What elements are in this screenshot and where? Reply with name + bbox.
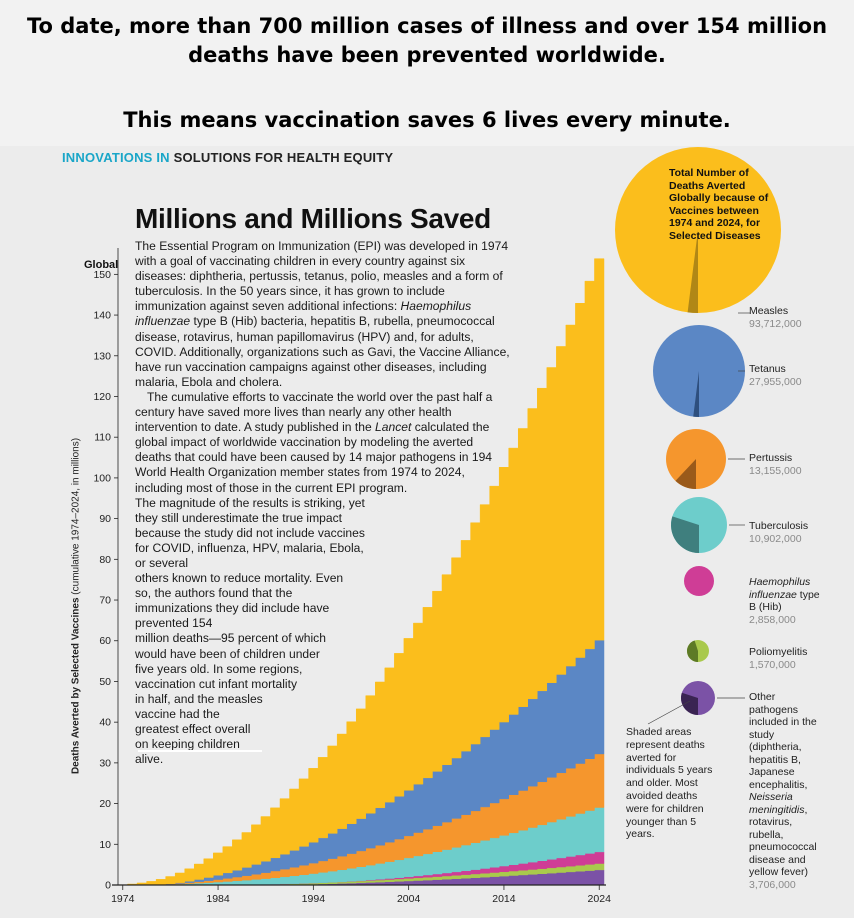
banner-line-2: deaths have been prevented worldwide. bbox=[188, 43, 666, 67]
pie-label-measles: Measles 93,712,000 bbox=[749, 305, 849, 330]
y-tick-label: 140 bbox=[93, 310, 111, 322]
y-tick-label: 120 bbox=[93, 391, 111, 403]
kicker-part-1: INNOVATIONS IN bbox=[62, 150, 170, 165]
y-tick-label: 50 bbox=[99, 676, 111, 688]
pie-label-tetanus: Tetanus 27,955,000 bbox=[749, 363, 849, 388]
pie-label-hib: Haemophilus influenzae type B (Hib) 2,858… bbox=[749, 576, 829, 626]
pie-value: 27,955,000 bbox=[749, 375, 802, 388]
y-tick-label: 110 bbox=[94, 432, 111, 444]
x-tick-label: 2014 bbox=[492, 893, 516, 905]
article-paragraph-1: The Essential Program on Immunization (E… bbox=[135, 239, 511, 390]
banner: To date, more than 700 million cases of … bbox=[0, 0, 854, 146]
pie-name: Pertussis bbox=[749, 452, 793, 464]
y-tick-label: 100 bbox=[93, 472, 111, 484]
y-tick-label: 40 bbox=[99, 717, 111, 729]
p1-text-a: The Essential Program on Immunization (E… bbox=[135, 239, 509, 314]
section-kicker: INNOVATIONS IN SOLUTIONS FOR HEALTH EQUI… bbox=[62, 150, 393, 165]
pie-shaded-wedge bbox=[671, 516, 699, 553]
pie-shaded-wedge bbox=[681, 692, 698, 715]
p2-text-a: The cumulative efforts to vaccinate the … bbox=[135, 389, 493, 435]
y-tick-label: 30 bbox=[99, 757, 111, 769]
pie-value: 1,570,000 bbox=[749, 658, 796, 671]
pie-shaded-wedge bbox=[693, 371, 699, 417]
pie-name-italic: Haemophilus influenzae bbox=[749, 576, 811, 601]
pie-name: Tuberculosis bbox=[749, 520, 809, 532]
pie-value: 2,858,000 bbox=[749, 613, 796, 626]
banner-headline: To date, more than 700 million cases of … bbox=[0, 12, 854, 70]
pie-shaded-wedge bbox=[687, 640, 698, 662]
area-series-measles bbox=[117, 258, 605, 886]
pie-label-other: Other pathogens included in the study (d… bbox=[749, 691, 819, 891]
pie-shaded-wedge bbox=[687, 230, 698, 313]
article-end-rule bbox=[138, 750, 262, 752]
pie-name: Measles bbox=[749, 305, 789, 317]
stacked-area-chart: 0 10 20 30 40 50 60 70 80 90 100 110 120 130 140 150 197… bbox=[93, 248, 612, 905]
pie-value: 3,706,000 bbox=[749, 878, 796, 891]
x-tick-label: 1974 bbox=[111, 893, 135, 905]
p1-text-b: type B (Hib) bacteria, hepatitis B, rube… bbox=[135, 314, 510, 389]
p1-italic: Haemophilus influenzae bbox=[135, 299, 472, 329]
pie-name: Poliomyelitis bbox=[749, 646, 808, 658]
pie-label-tuberculosis: Tuberculosis 10,902,000 bbox=[749, 520, 849, 545]
p2-italic: Lancet bbox=[375, 420, 412, 435]
y-tick-label: 0 bbox=[105, 880, 111, 892]
shading-note: Shaded areas represent deaths averted fo… bbox=[626, 726, 713, 841]
x-tick-label: 1984 bbox=[206, 893, 230, 905]
kicker-part-2: SOLUTIONS FOR HEALTH EQUITY bbox=[173, 150, 394, 165]
p2-text-b: calculated the global impact of worldwid… bbox=[135, 420, 493, 495]
banner-subline: This means vaccination saves 6 lives eve… bbox=[0, 106, 854, 135]
pie-label-polio: Poliomyelitis 1,570,000 bbox=[749, 646, 849, 671]
pie-value: 13,155,000 bbox=[749, 464, 802, 477]
article-headline: Millions and Millions Saved bbox=[135, 203, 491, 234]
y-tick-label: 60 bbox=[99, 635, 111, 647]
x-tick-label: 1994 bbox=[302, 893, 326, 905]
y-tick-label: 150 bbox=[93, 269, 111, 281]
article-paragraph-2-cont-1: The magnitude of the results is striking… bbox=[135, 495, 365, 570]
pie-name: Tetanus bbox=[749, 363, 786, 375]
y-tick-label: 70 bbox=[99, 595, 111, 607]
x-tick-label: 2004 bbox=[397, 893, 421, 905]
pie-circle bbox=[684, 566, 714, 596]
pie-column bbox=[615, 147, 781, 725]
article-paragraph-2-cont-4: in half, and the measles vaccine had the… bbox=[135, 691, 263, 767]
note-leader-line bbox=[647, 700, 691, 725]
y-tick-label: 10 bbox=[99, 839, 111, 851]
y-tick-label: 20 bbox=[99, 798, 111, 810]
region-label: Global bbox=[84, 259, 119, 271]
article-paragraph-2-cont-3: million deaths—95 percent of which would… bbox=[135, 631, 326, 691]
pies-title: Total Number of Deaths Averted Globally … bbox=[669, 167, 769, 242]
pie-name: type B (Hib) bbox=[749, 588, 820, 614]
pie-name-italic: Neisseria meningitidis bbox=[749, 791, 805, 816]
y-tick-label: 130 bbox=[93, 350, 111, 362]
pie-name: Other pathogens included in the study (d… bbox=[749, 691, 817, 791]
pie-value: 93,712,000 bbox=[749, 317, 802, 330]
pie-name-after: , rotavirus, rubella, pneumococcal disea… bbox=[749, 803, 817, 879]
pie-shaded-wedge bbox=[675, 459, 696, 489]
pie-value: 10,902,000 bbox=[749, 532, 802, 545]
y-tick-label: 90 bbox=[99, 513, 111, 525]
y-tick-label: 80 bbox=[99, 554, 111, 566]
banner-line-1: To date, more than 700 million cases of … bbox=[26, 14, 828, 38]
banner-line-3: This means vaccination saves 6 lives eve… bbox=[123, 108, 731, 132]
pie-label-pertussis: Pertussis 13,155,000 bbox=[749, 452, 849, 477]
article-body: The Essential Program on Immunization (E… bbox=[135, 239, 511, 767]
article-paragraph-2-cont-2: others known to reduce mortality. Even s… bbox=[135, 571, 344, 631]
article-paragraph-2: The cumulative efforts to vaccinate the … bbox=[135, 390, 511, 496]
x-tick-label: 2024 bbox=[588, 893, 612, 905]
infographic-panel: INNOVATIONS IN SOLUTIONS FOR HEALTH EQUI… bbox=[0, 146, 854, 918]
